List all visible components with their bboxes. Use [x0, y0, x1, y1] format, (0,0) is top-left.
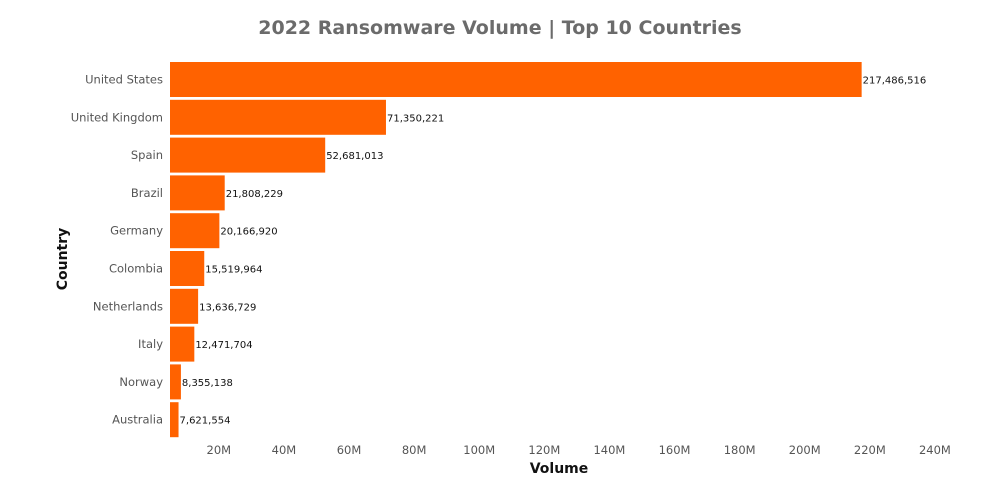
bar [170, 364, 181, 400]
bar [170, 213, 220, 249]
category-label: Spain [131, 148, 163, 162]
value-label: 20,166,920 [220, 227, 277, 238]
category-label: Germany [110, 224, 163, 238]
category-label: United States [85, 73, 163, 87]
bar [170, 402, 179, 438]
bars-layer [170, 62, 862, 438]
bar [170, 175, 225, 211]
x-tick-label: 160M [659, 443, 691, 457]
bar [170, 326, 195, 362]
x-tick-label: 240M [919, 443, 951, 457]
category-label: United Kingdom [71, 110, 163, 124]
x-tick-label: 120M [528, 443, 560, 457]
value-label: 71,350,221 [387, 113, 444, 124]
value-label: 15,519,964 [205, 265, 262, 276]
y-axis-title: Country [55, 228, 71, 291]
value-labels: 217,486,516 71,350,221 52,681,013 21,808,22… [180, 76, 927, 427]
bar [170, 99, 386, 135]
x-tick-label: 80M [402, 443, 427, 457]
category-label: Australia [112, 413, 163, 427]
bar [170, 137, 326, 173]
bar [170, 62, 862, 97]
x-tick-label: 220M [854, 443, 886, 457]
x-tick-label: 40M [272, 443, 297, 457]
category-label: Brazil [131, 186, 163, 200]
value-label: 8,355,138 [182, 378, 233, 389]
category-labels: United States United Kingdom Spain Brazil Ge… [71, 73, 164, 427]
x-axis-ticks: 20M 40M 60M 80M 100M 120M 140M 160M 180M 200M 220M… [207, 443, 951, 457]
value-label: 12,471,704 [195, 340, 252, 351]
category-label: Italy [138, 337, 163, 351]
value-label: 217,486,516 [863, 76, 927, 87]
x-tick-label: 20M [207, 443, 232, 457]
bar [170, 251, 205, 286]
value-label: 7,621,554 [180, 416, 231, 427]
category-label: Norway [119, 375, 163, 389]
x-tick-label: 140M [593, 443, 625, 457]
value-label: 13,636,729 [199, 302, 256, 313]
value-label: 52,681,013 [326, 151, 383, 162]
chart-title: 2022 Ransomware Volume | Top 10 Countrie… [258, 17, 741, 39]
x-tick-label: 100M [463, 443, 495, 457]
value-label: 21,808,229 [226, 189, 283, 200]
bar [170, 288, 199, 324]
category-label: Colombia [109, 262, 163, 276]
x-tick-label: 60M [337, 443, 362, 457]
x-axis-title: Volume [530, 461, 589, 477]
category-label: Netherlands [93, 299, 163, 313]
x-tick-label: 200M [789, 443, 821, 457]
x-tick-label: 180M [724, 443, 756, 457]
